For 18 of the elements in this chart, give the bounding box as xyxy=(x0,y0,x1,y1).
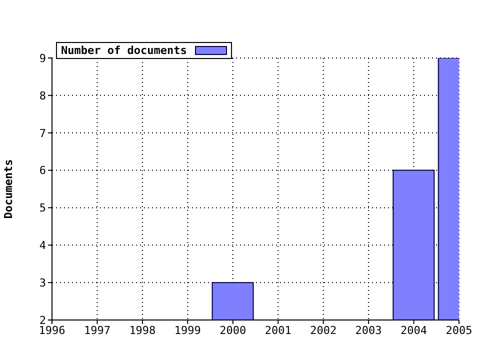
y-tick-label: 7 xyxy=(39,126,46,140)
y-tick-label: 8 xyxy=(39,89,46,102)
legend-label: Number of documents xyxy=(61,44,187,57)
y-tick-label: 5 xyxy=(39,202,46,215)
y-tick-label: 3 xyxy=(39,276,46,290)
x-tick-label: 1999 xyxy=(174,324,201,337)
y-tick-label: 9 xyxy=(39,52,46,65)
x-tick-label: 1997 xyxy=(84,324,110,337)
y-axis-title: Documents xyxy=(2,159,15,219)
x-tick-label: 2001 xyxy=(264,324,292,337)
y-tick-label: 4 xyxy=(39,239,46,252)
x-tick-label: 2000 xyxy=(220,324,246,337)
x-tick-label: 1998 xyxy=(129,324,156,337)
y-tick-label: 6 xyxy=(39,164,46,178)
x-tick-label: 2002 xyxy=(310,324,337,337)
x-tick-label: 2003 xyxy=(355,324,382,337)
x-tick-label: 2004 xyxy=(400,324,428,337)
x-tick-label: 2005 xyxy=(446,324,472,337)
